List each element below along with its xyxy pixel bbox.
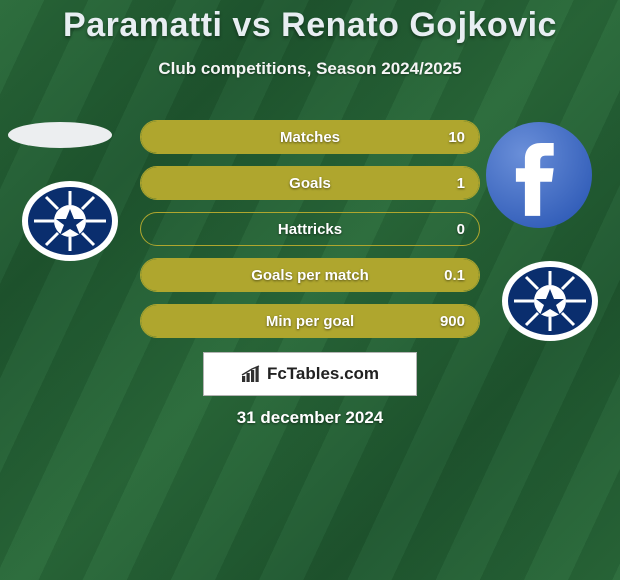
page-subtitle: Club competitions, Season 2024/2025 [0, 59, 620, 79]
fctables-badge[interactable]: FcTables.com [203, 352, 417, 396]
facebook-icon [486, 122, 592, 228]
stat-label: Goals per match [251, 267, 369, 284]
stat-row: Min per goal 900 [140, 304, 480, 338]
content-root: Paramatti vs Renato Gojkovic Club compet… [0, 0, 620, 580]
stat-row: Goals per match 0.1 [140, 258, 480, 292]
stat-value-right: 1 [457, 175, 465, 192]
bar-chart-icon [241, 365, 263, 383]
footer-date: 31 december 2024 [237, 408, 384, 428]
stats-list: Matches 10 Goals 1 Hattricks 0 Goals per match… [140, 120, 480, 350]
stat-row: Hattricks 0 [140, 212, 480, 246]
stat-label: Hattricks [278, 221, 342, 238]
stat-value-right: 0.1 [444, 267, 465, 284]
stat-label: Goals [289, 175, 331, 192]
stat-value-right: 900 [440, 313, 465, 330]
club-right-crest [500, 259, 600, 343]
page-title: Paramatti vs Renato Gojkovic [0, 0, 620, 45]
player-right-avatar [486, 122, 592, 228]
stat-value-right: 10 [448, 129, 465, 146]
stat-label: Min per goal [266, 313, 354, 330]
fctables-label: FcTables.com [267, 364, 379, 384]
stat-row: Goals 1 [140, 166, 480, 200]
stat-row: Matches 10 [140, 120, 480, 154]
club-crest-icon [20, 179, 120, 263]
club-left-crest [20, 179, 120, 263]
club-crest-icon [500, 259, 600, 343]
stat-label: Matches [280, 129, 340, 146]
stat-value-right: 0 [457, 221, 465, 238]
player-left-avatar [8, 122, 112, 148]
